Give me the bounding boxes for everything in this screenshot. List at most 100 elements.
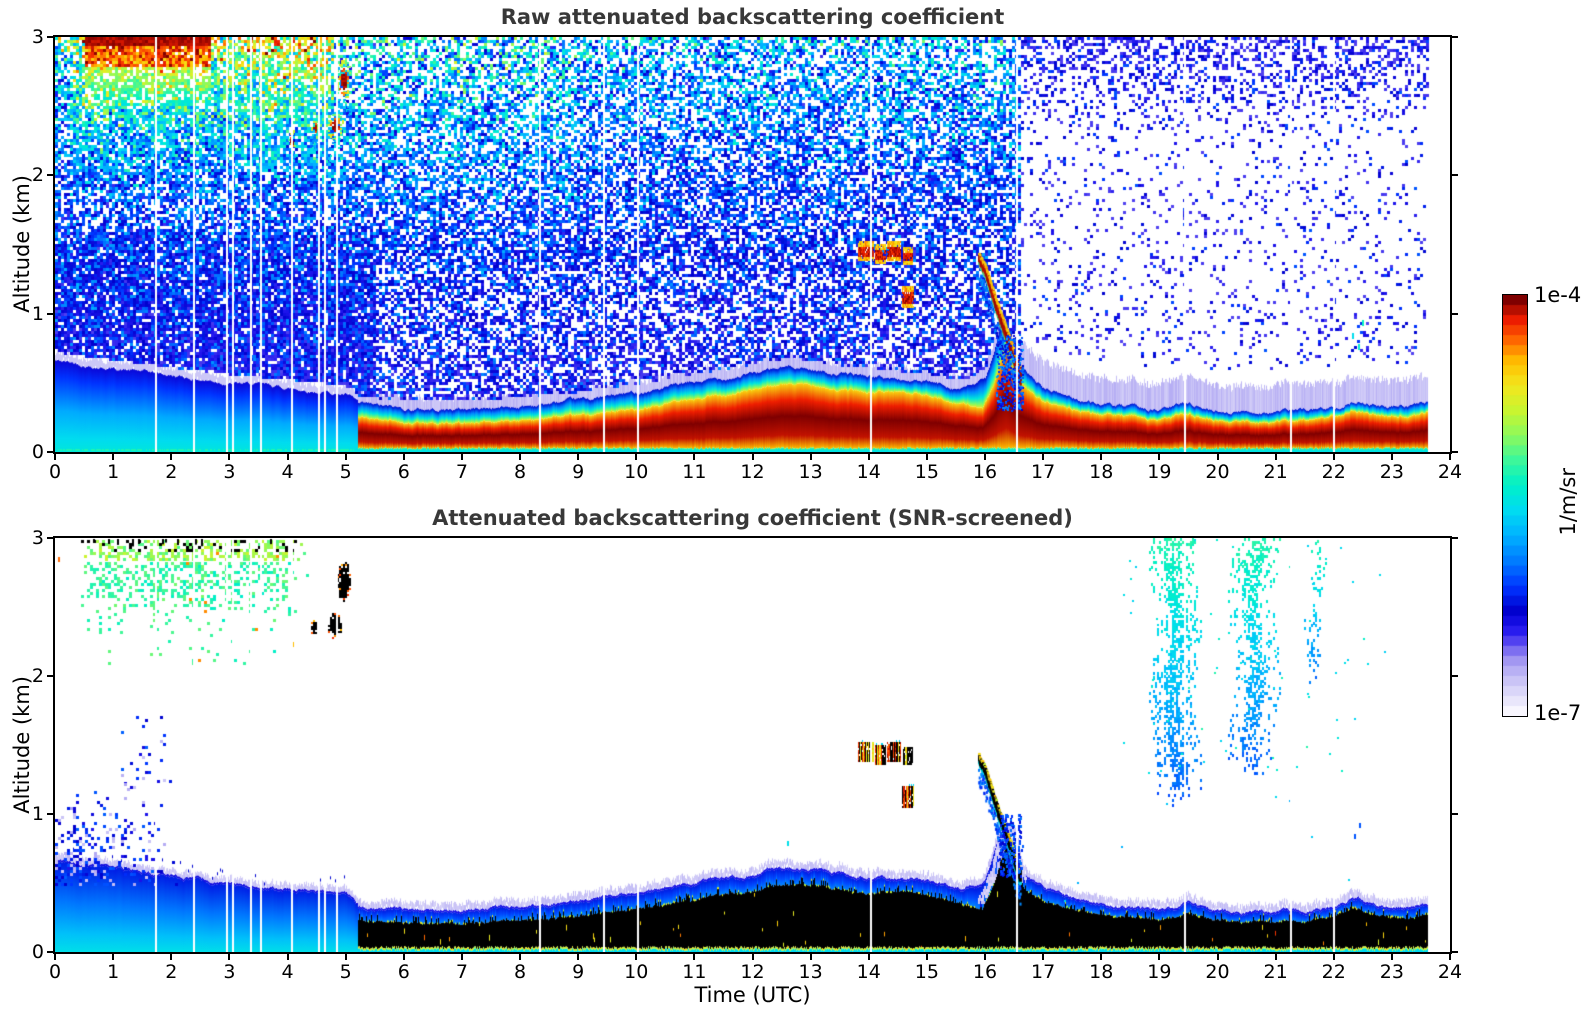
x-tick-label: 18 <box>1089 461 1114 483</box>
x-tick <box>1158 954 1161 960</box>
y-tick <box>47 951 53 953</box>
x-tick <box>1274 954 1277 960</box>
x-tick <box>1100 954 1103 960</box>
x-tick-label: 23 <box>1379 461 1404 483</box>
x-tick <box>112 454 115 460</box>
x-tick-label: 3 <box>223 461 236 483</box>
x-tick <box>228 954 231 960</box>
x-tick <box>751 454 754 460</box>
y-tick-right <box>1452 537 1458 539</box>
colorbar-unit-label: 1/m/sr <box>1556 468 1580 536</box>
x-tick-label: 15 <box>914 461 939 483</box>
x-tick-label: 14 <box>856 461 881 483</box>
x-tick <box>519 454 521 460</box>
x-tick <box>577 954 580 960</box>
x-tick <box>344 954 347 960</box>
y-tick <box>47 537 53 539</box>
x-tick <box>984 454 986 460</box>
y-tick-right <box>1452 451 1458 453</box>
x-tick-label: 21 <box>1263 461 1288 483</box>
x-tick-label: 3 <box>223 961 236 983</box>
x-tick <box>809 954 812 960</box>
x-tick-label: 21 <box>1263 961 1288 983</box>
x-tick <box>1042 454 1045 460</box>
x-tick-label: 20 <box>1205 461 1230 483</box>
screened-panel-title: Attenuated backscattering coefficient (S… <box>432 506 1073 530</box>
x-tick-label: 12 <box>740 961 765 983</box>
y-tick <box>47 36 53 38</box>
x-tick-label: 1 <box>107 961 120 983</box>
x-tick <box>925 454 928 460</box>
x-tick-label: 17 <box>1031 961 1056 983</box>
y-tick-label: 1 <box>31 803 44 825</box>
x-tick <box>1449 454 1451 460</box>
screened-panel-plot-area <box>53 536 1452 954</box>
x-tick <box>344 454 347 460</box>
y-tick-label: 2 <box>31 665 44 687</box>
x-tick <box>693 954 696 960</box>
x-tick-label: 6 <box>397 461 410 483</box>
x-tick-label: 22 <box>1321 461 1346 483</box>
y-tick-right <box>1452 813 1458 815</box>
y-tick <box>47 813 53 815</box>
y-tick-label: 0 <box>31 441 44 463</box>
x-tick-label: 15 <box>914 961 939 983</box>
x-tick <box>867 954 870 960</box>
x-tick-label: 16 <box>972 461 998 483</box>
x-tick <box>170 454 173 460</box>
x-tick-label: 4 <box>281 461 294 483</box>
y-tick-right <box>1452 951 1458 953</box>
raw-y-axis-label: Altitude (km) <box>10 175 34 313</box>
x-tick-label: 12 <box>740 461 765 483</box>
colorbar-max-label: 1e-4 <box>1534 283 1582 307</box>
x-tick-label: 0 <box>48 961 62 983</box>
x-tick-label: 9 <box>572 961 585 983</box>
x-tick-label: 7 <box>455 961 468 983</box>
x-tick-label: 17 <box>1031 461 1056 483</box>
x-tick <box>1216 954 1219 960</box>
x-tick-label: 20 <box>1205 961 1230 983</box>
y-tick <box>47 451 53 453</box>
screened-y-axis-label: Altitude (km) <box>10 676 34 814</box>
x-tick <box>1158 454 1161 460</box>
raw-panel-plot-area <box>53 35 1452 454</box>
x-tick <box>867 454 870 460</box>
x-tick-label: 23 <box>1379 961 1404 983</box>
x-tick <box>54 954 56 960</box>
y-tick <box>47 312 53 315</box>
x-tick-label: 19 <box>1147 961 1172 983</box>
y-tick-right <box>1452 174 1458 177</box>
x-tick <box>460 954 463 960</box>
x-tick <box>1449 954 1451 960</box>
y-tick-label: 3 <box>31 26 44 48</box>
x-tick-label: 10 <box>624 461 649 483</box>
x-tick <box>112 954 115 960</box>
x-tick-label: 19 <box>1147 461 1172 483</box>
x-tick <box>1042 954 1045 960</box>
x-tick <box>635 454 638 460</box>
x-tick <box>286 954 289 960</box>
x-tick-label: 8 <box>513 461 527 483</box>
x-tick <box>809 454 812 460</box>
x-tick <box>1274 454 1277 460</box>
x-tick <box>984 954 986 960</box>
x-tick <box>925 954 928 960</box>
x-tick-label: 13 <box>798 961 823 983</box>
x-tick-label: 5 <box>339 961 352 983</box>
x-tick <box>1390 954 1393 960</box>
x-tick <box>1100 454 1103 460</box>
x-tick <box>1332 454 1335 460</box>
x-tick-label: 14 <box>856 961 881 983</box>
x-tick <box>402 454 405 460</box>
x-tick <box>402 954 405 960</box>
y-tick-right <box>1452 675 1458 677</box>
x-tick-label: 7 <box>455 461 468 483</box>
colorbar <box>1502 294 1528 717</box>
x-tick-label: 0 <box>48 461 62 483</box>
x-tick-label: 1 <box>107 461 120 483</box>
x-tick <box>577 454 580 460</box>
x-tick-label: 11 <box>682 961 707 983</box>
x-tick-label: 8 <box>513 961 527 983</box>
y-tick-label: 3 <box>31 527 44 549</box>
